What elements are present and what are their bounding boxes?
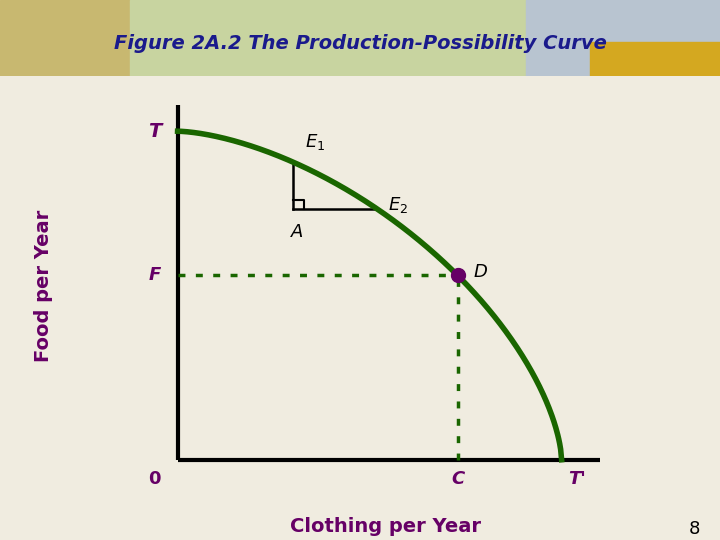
Text: Clothing per Year: Clothing per Year bbox=[289, 517, 481, 536]
Text: F: F bbox=[148, 266, 161, 285]
Text: 8: 8 bbox=[689, 520, 701, 538]
Text: $E_1$: $E_1$ bbox=[305, 132, 325, 152]
Text: D: D bbox=[474, 263, 487, 281]
Text: A: A bbox=[291, 222, 303, 241]
Bar bbox=[590, 42, 720, 76]
Text: Figure 2A.2 The Production-Possibility Curve: Figure 2A.2 The Production-Possibility C… bbox=[114, 35, 606, 53]
Bar bbox=[130, 0, 526, 76]
Text: T: T bbox=[148, 122, 161, 141]
Bar bbox=[0, 0, 130, 76]
Bar bbox=[526, 0, 720, 76]
Text: T': T' bbox=[568, 470, 586, 488]
Text: Food per Year: Food per Year bbox=[34, 210, 53, 362]
Text: 0: 0 bbox=[148, 470, 161, 488]
Text: $E_2$: $E_2$ bbox=[388, 195, 408, 215]
Text: C: C bbox=[451, 470, 464, 488]
